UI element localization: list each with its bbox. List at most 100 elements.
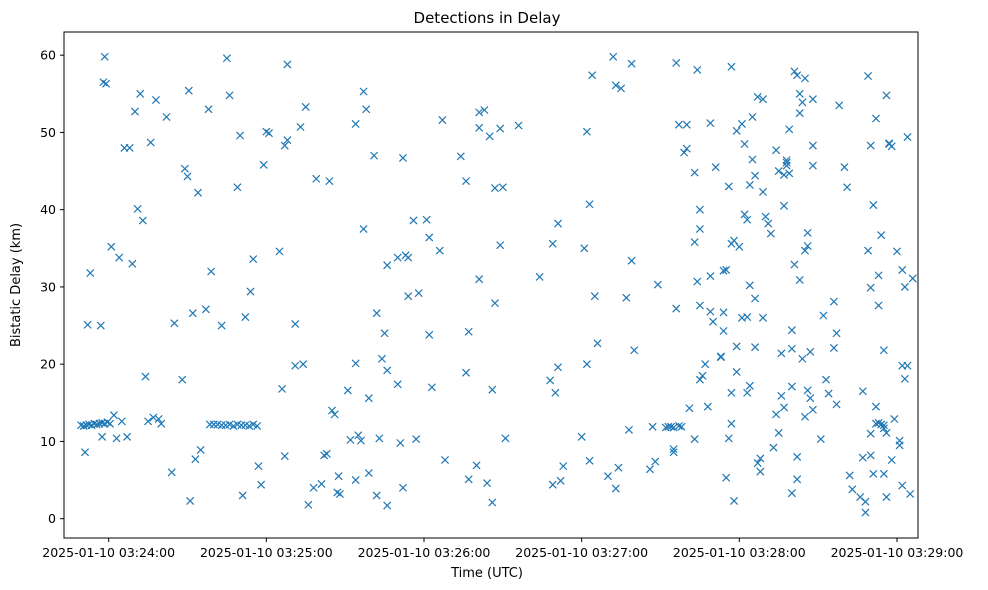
data-point xyxy=(869,201,878,210)
data-point xyxy=(848,485,857,494)
data-point xyxy=(803,386,812,395)
data-point xyxy=(674,421,683,431)
data-point xyxy=(356,436,365,445)
data-point xyxy=(485,132,494,141)
data-point xyxy=(756,467,765,476)
data-point xyxy=(722,473,731,482)
y-tick-label: 10 xyxy=(40,434,56,449)
data-point xyxy=(669,448,678,457)
data-point xyxy=(146,138,155,147)
data-point xyxy=(291,319,300,329)
data-point xyxy=(882,91,891,100)
data-point xyxy=(425,330,434,339)
data-point xyxy=(414,289,423,298)
data-point xyxy=(803,228,812,237)
y-tick-label: 40 xyxy=(40,202,56,217)
data-point xyxy=(328,406,337,415)
data-point xyxy=(669,423,678,432)
data-point xyxy=(800,246,810,255)
data-point xyxy=(191,455,200,464)
data-point xyxy=(892,247,902,256)
data-point xyxy=(706,119,715,128)
data-point xyxy=(80,448,90,457)
data-point xyxy=(772,410,781,419)
data-point xyxy=(795,89,804,98)
data-point xyxy=(861,508,870,517)
data-point xyxy=(800,74,810,83)
data-point xyxy=(745,281,754,290)
data-point xyxy=(425,233,434,242)
data-point xyxy=(237,421,246,430)
data-point xyxy=(427,383,436,392)
data-point xyxy=(690,168,699,177)
data-point xyxy=(719,308,728,317)
data-point xyxy=(680,148,689,157)
data-point xyxy=(832,329,841,338)
data-point xyxy=(438,116,447,125)
scatter-points xyxy=(77,52,917,517)
data-point xyxy=(627,59,636,68)
data-point xyxy=(677,422,686,431)
data-point xyxy=(264,129,273,138)
data-point xyxy=(748,155,757,164)
data-point xyxy=(133,204,142,213)
data-point xyxy=(151,95,160,105)
data-point xyxy=(325,177,334,186)
data-point xyxy=(648,422,657,431)
data-point xyxy=(630,346,639,355)
data-point xyxy=(843,183,852,192)
x-tick-label: 2025-01-10 03:27:00 xyxy=(515,545,648,560)
data-point xyxy=(280,452,289,461)
data-point xyxy=(666,422,676,431)
data-point xyxy=(490,299,499,308)
data-point xyxy=(879,469,888,478)
data-point xyxy=(761,212,770,221)
data-point xyxy=(785,169,794,178)
data-point xyxy=(393,253,402,262)
data-point xyxy=(777,349,786,358)
data-point xyxy=(722,265,731,274)
data-point xyxy=(380,329,389,338)
data-point xyxy=(585,456,594,465)
data-point xyxy=(117,417,126,426)
data-point xyxy=(334,472,343,481)
data-point xyxy=(900,282,909,291)
data-point xyxy=(107,242,116,251)
data-point xyxy=(701,360,710,369)
data-point xyxy=(614,463,623,472)
data-point xyxy=(751,294,760,303)
data-point xyxy=(144,417,153,426)
data-point xyxy=(440,455,450,465)
data-point xyxy=(96,321,105,330)
y-tick-label: 30 xyxy=(40,279,56,294)
y-tick-label: 50 xyxy=(40,125,56,140)
x-tick-label: 2025-01-10 03:25:00 xyxy=(200,545,333,560)
data-point xyxy=(217,321,226,330)
data-point xyxy=(753,92,762,101)
data-point xyxy=(795,275,804,285)
y-axis-label: Bistatic Delay (km) xyxy=(9,223,24,347)
data-point xyxy=(320,451,329,460)
data-point xyxy=(790,260,799,269)
chart-title: Detections in Delay xyxy=(414,9,561,27)
data-point xyxy=(906,489,915,498)
data-point xyxy=(864,72,873,81)
data-point xyxy=(695,375,704,384)
data-point xyxy=(553,219,563,228)
data-point xyxy=(136,89,145,98)
data-point xyxy=(845,471,854,480)
data-point xyxy=(730,496,739,505)
data-point xyxy=(183,172,192,181)
data-point xyxy=(690,435,699,444)
data-point xyxy=(278,384,287,393)
data-point xyxy=(808,95,817,104)
data-point xyxy=(787,344,796,353)
data-point xyxy=(553,363,563,372)
data-point xyxy=(535,272,544,281)
data-point xyxy=(105,419,115,428)
data-point xyxy=(706,272,715,281)
data-point xyxy=(299,360,308,369)
data-point xyxy=(866,283,875,292)
data-point xyxy=(412,435,421,444)
data-point xyxy=(732,126,741,135)
